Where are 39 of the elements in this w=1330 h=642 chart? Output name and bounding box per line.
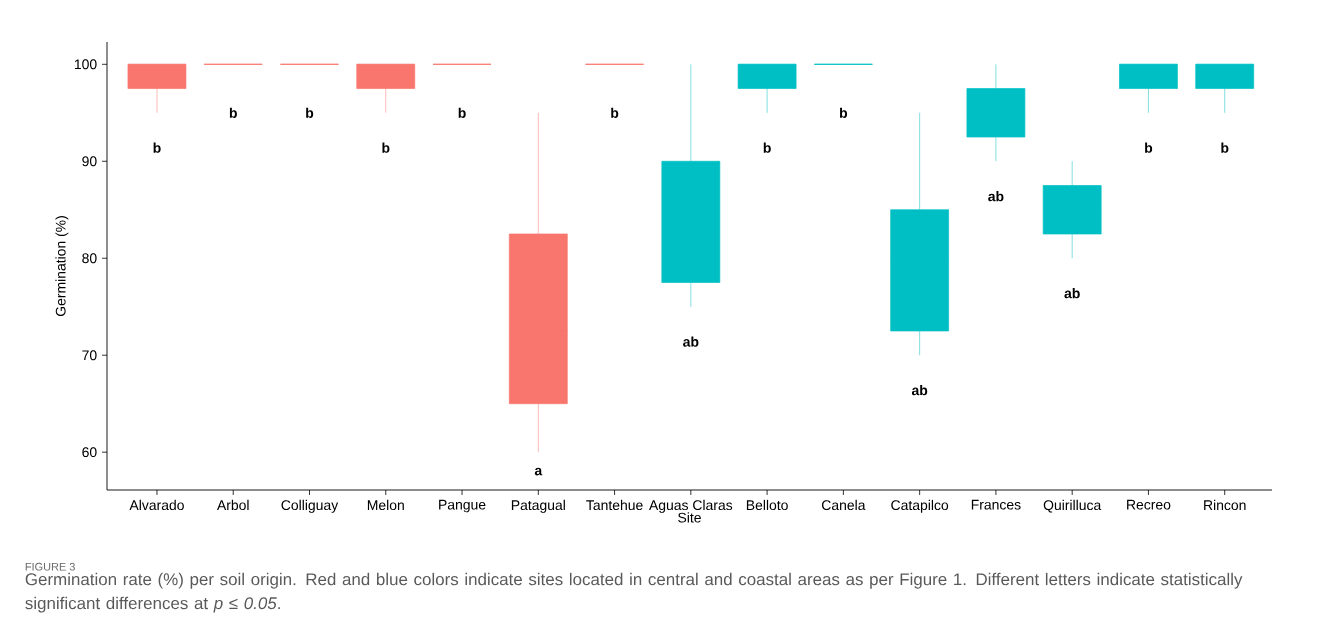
x-tick-label: Canela	[821, 499, 866, 511]
x-tick-label: Tantehue	[586, 499, 643, 511]
x-tick-label: Aguas Claras	[649, 499, 733, 513]
x-tick-label: Belloto	[746, 499, 788, 511]
x-tick-label: Pangue	[439, 499, 486, 513]
annotation: ab	[911, 385, 928, 396]
annotation: b	[458, 107, 466, 118]
annotation: a	[534, 467, 543, 476]
y-tick-label: 60	[82, 447, 97, 458]
annotation: b	[229, 107, 237, 118]
text: Germination rate (%) per soil origin. Red and blue colors indicate sites located in central and coastal areas as per Figure 1. Different letters indicate statistically significant differences at p ≤ 0.05.	[25, 572, 1243, 613]
annotation: ab	[988, 191, 1004, 202]
x-axis-title: Site	[678, 512, 701, 523]
annotation: b	[153, 142, 161, 153]
y-axis-title: Germination (%)	[55, 216, 69, 317]
x-tick-label: Catapilco	[891, 499, 949, 513]
x-tick-label: Rincon	[1204, 499, 1246, 511]
x-tick-label: Patagual	[511, 499, 565, 513]
x-tick-label: Melon	[367, 499, 404, 511]
x-tick-label: Colliguay	[281, 499, 339, 513]
x-tick-label: Alvarado	[129, 499, 184, 511]
y-tick-label: 70	[82, 350, 97, 361]
annotation: b	[763, 142, 771, 153]
annotation: ab	[1064, 288, 1080, 299]
annotation: b	[1145, 142, 1153, 153]
annotation: b	[306, 107, 314, 118]
y-tick-label: 90	[82, 156, 97, 167]
annotation: b	[611, 107, 619, 118]
y-tick-label: 80	[82, 253, 97, 264]
annotation: b	[382, 142, 390, 153]
x-tick-label: Quirilluca	[1043, 499, 1102, 513]
x-tick-label: Frances	[971, 499, 1021, 510]
annotation: b	[1221, 142, 1229, 153]
annotation: ab	[683, 336, 699, 347]
x-tick-label: Recreo	[1127, 499, 1171, 510]
x-tick-label: Arbol	[216, 499, 249, 511]
y-tick-label: 100	[74, 59, 97, 70]
annotation: b	[840, 107, 848, 118]
caption: FIGURE 3	[25, 562, 75, 571]
